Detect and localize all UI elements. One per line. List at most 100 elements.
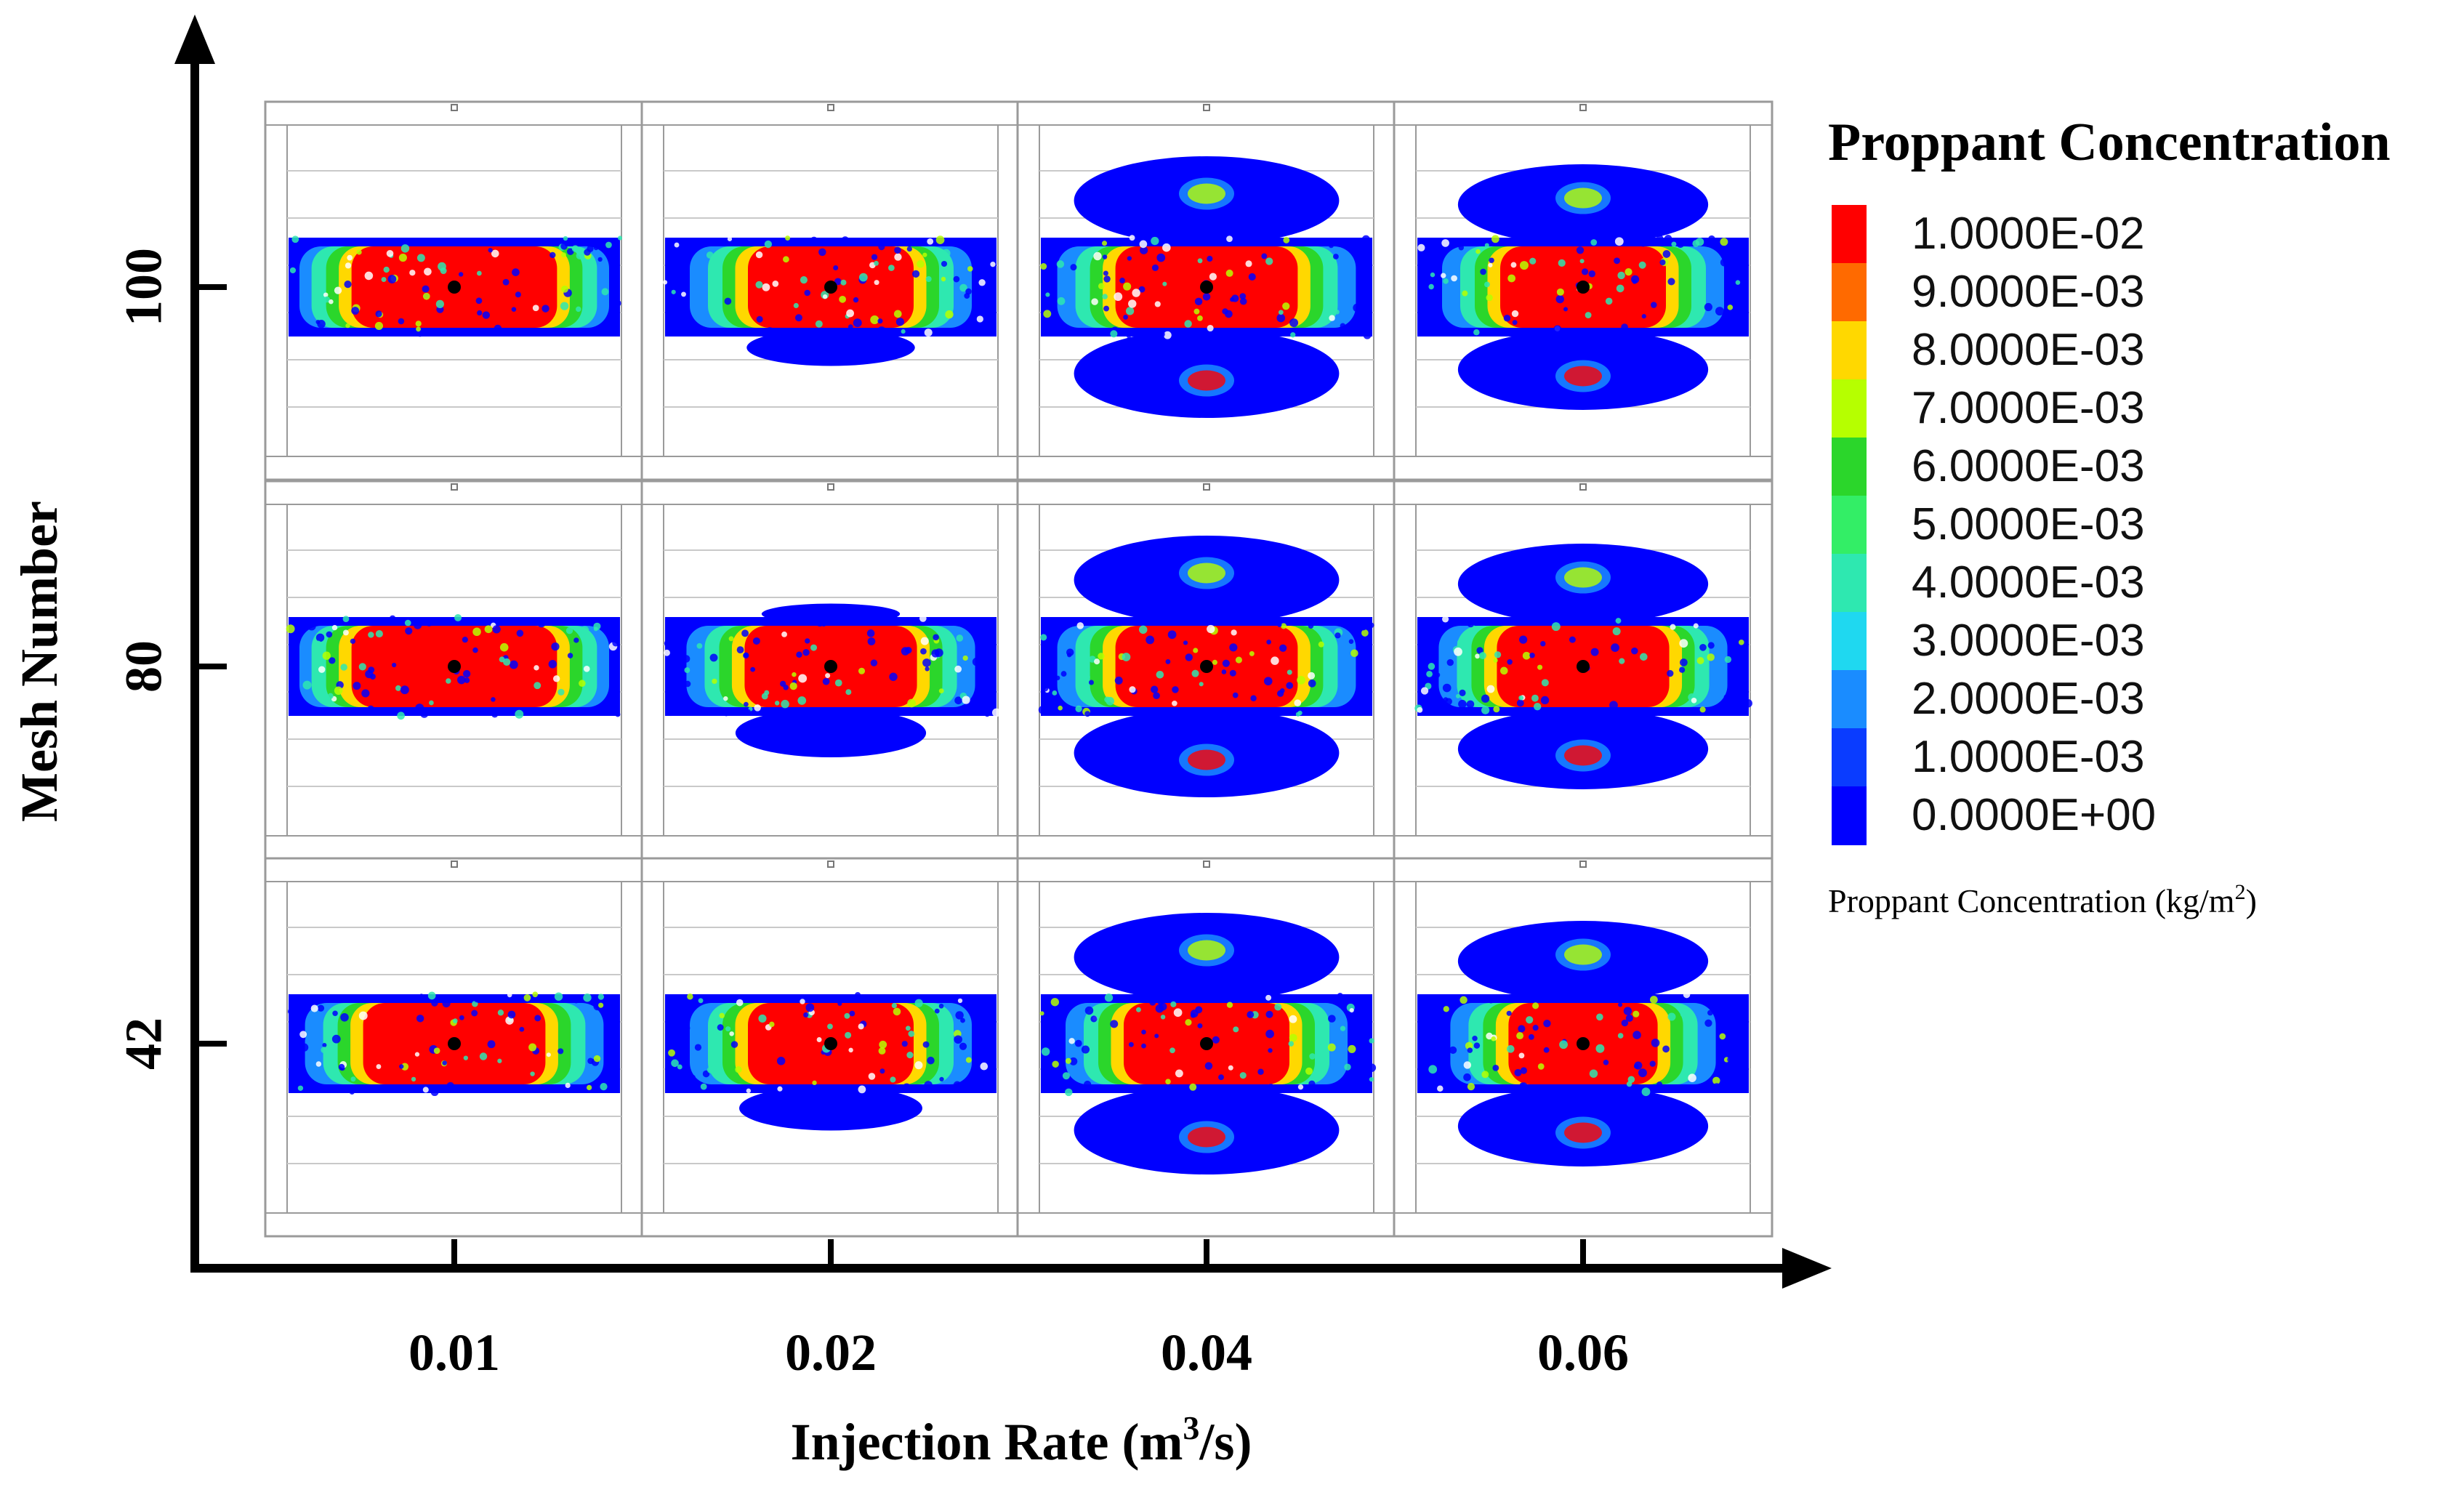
particle [1169,1047,1175,1054]
particle [1297,675,1305,685]
particle [1129,686,1136,693]
particle [1074,1039,1082,1047]
y-tick-label-80: 80 [115,640,173,693]
particle [584,249,591,256]
particle [1212,659,1217,665]
particle [1458,699,1467,709]
particle [1441,273,1446,278]
particle [1437,1085,1444,1092]
particle [980,1062,989,1071]
particle [1623,1007,1632,1015]
particle [338,1063,345,1071]
particle [893,996,900,1003]
particle [397,712,405,720]
particle [507,992,512,998]
particle [1742,646,1748,653]
particle [398,253,407,262]
particle [523,994,531,1002]
particle [345,323,350,329]
particle [1209,273,1217,281]
particle [1616,284,1624,293]
particle [1290,332,1296,338]
particle [1268,1048,1273,1053]
particle [1519,261,1529,270]
particle [805,1003,815,1012]
particle [1699,706,1706,713]
panel-marker [827,861,834,868]
particle [664,1019,670,1024]
particle [1733,666,1741,674]
particle [741,629,749,637]
particle [858,1085,866,1094]
particle [1727,305,1734,310]
panel-top-strip [1393,858,1773,882]
particle [972,657,981,666]
particle [528,1043,537,1052]
particle [891,711,898,719]
particle [967,266,973,272]
particle [1154,301,1161,307]
particle [1221,669,1227,674]
particle [1712,1083,1721,1092]
particle [1641,1087,1651,1097]
particle [1239,1072,1247,1079]
particle [1720,1067,1728,1073]
particle [1114,676,1123,685]
particle [1356,313,1361,319]
particle [965,1057,972,1063]
particle [1085,1068,1092,1074]
particle [939,1076,944,1082]
particle [291,1056,299,1064]
spread-hotspot-inner [1564,366,1602,387]
particle [954,696,962,705]
particle [927,238,934,245]
particle [1204,1062,1213,1070]
particle [1160,1015,1166,1020]
particle [593,245,599,251]
particle [1257,1068,1264,1075]
particle [571,245,579,252]
particle [668,1049,675,1057]
particle [1441,239,1449,247]
particle [694,1044,702,1051]
particle [667,674,673,680]
particle [383,266,390,273]
particle [821,621,826,627]
particle [687,994,693,1000]
particle [879,1068,885,1074]
particle [1662,250,1671,258]
particle [1467,1047,1473,1053]
particle [893,1007,901,1016]
particle [442,1060,447,1065]
particle [600,1083,608,1091]
particle [1417,243,1425,251]
particle [1151,236,1159,246]
particle [534,1015,541,1022]
panel-top-strip [1393,101,1773,126]
particle [822,677,830,685]
upper-spread-cloud [761,603,901,624]
particle [1076,622,1084,629]
particle [789,682,797,690]
particle [427,991,436,1000]
particle [463,1055,468,1060]
particle [415,321,422,327]
particle [334,1070,339,1075]
particle [1102,294,1108,299]
particle [509,660,518,669]
particle [722,709,730,717]
particle [454,613,462,621]
particle [905,1025,911,1031]
particle [1062,1072,1070,1080]
panel-100-0.01 [264,100,645,481]
particle [502,278,510,286]
particle [1693,623,1699,629]
particle [1463,1073,1471,1081]
panel-42-0.01 [264,857,645,1238]
particle [972,262,978,268]
particle [1183,640,1188,645]
legend-caption: Proppant Concentration (kg/m2) [1828,880,2257,919]
particle [1707,653,1715,661]
particle [1091,298,1098,305]
particle [534,682,541,690]
